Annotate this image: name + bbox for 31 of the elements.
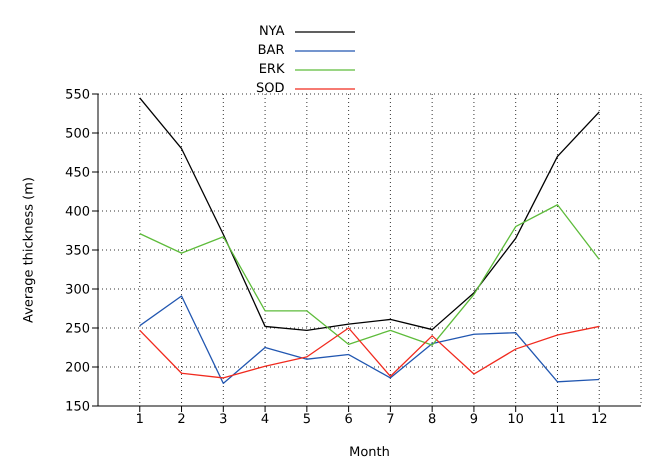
y-tick-label: 400 <box>65 204 90 220</box>
x-tick-label: 5 <box>302 412 311 428</box>
y-tick-label: 300 <box>65 282 90 298</box>
y-tick-label: 200 <box>65 360 90 376</box>
line-series <box>139 326 600 379</box>
x-tick-label: 2 <box>177 412 186 428</box>
line-series <box>139 204 600 346</box>
x-tick-label: 12 <box>590 412 608 428</box>
x-tick-label: 8 <box>428 412 436 428</box>
y-tick-label: 150 <box>65 400 90 415</box>
y-tick-label: 550 <box>65 88 90 103</box>
x-tick-label: 1 <box>136 412 144 428</box>
x-tick-label: 3 <box>219 412 228 428</box>
line-series <box>139 295 600 384</box>
y-tick-label: 350 <box>65 244 90 259</box>
x-tick-label: 11 <box>549 412 566 428</box>
x-tick-label: 7 <box>386 412 395 428</box>
legend-label: ERK <box>258 61 284 79</box>
y-tick-label: 500 <box>65 126 90 142</box>
x-tick-label: 9 <box>470 412 478 428</box>
y-tick-label: 250 <box>65 322 90 337</box>
legend-label: SOD <box>255 80 284 98</box>
line-series <box>139 97 600 331</box>
legend-label: BAR <box>256 42 284 60</box>
x-tick-label: 10 <box>507 412 524 428</box>
x-tick-label: 4 <box>260 412 270 428</box>
x-axis-title: Month <box>349 445 390 460</box>
y-axis-title: Average thickness (m) <box>22 177 37 323</box>
y-tick-label: 450 <box>65 166 90 181</box>
x-tick-label: 6 <box>344 412 353 428</box>
legend-label: NYA <box>258 23 284 41</box>
